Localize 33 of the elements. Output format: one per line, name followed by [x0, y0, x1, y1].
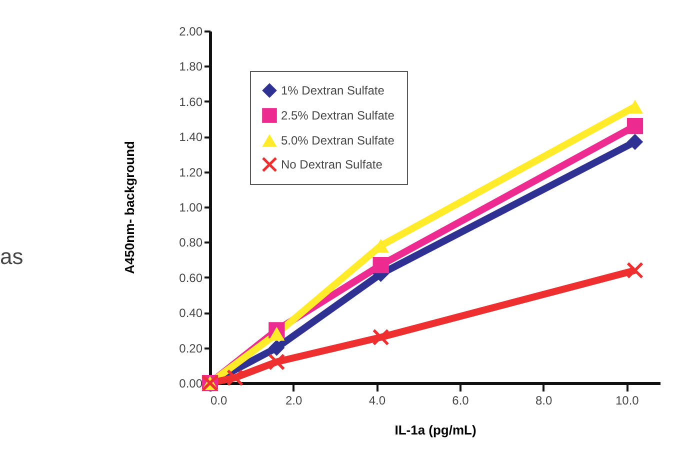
point: [268, 340, 285, 356]
legend-label: 5.0% Dextran Sulfate: [281, 134, 395, 148]
y-tick-label: 0.20: [179, 341, 203, 356]
point: [626, 134, 644, 150]
y-tick-label: 0.40: [179, 306, 203, 320]
x-tick-label: 4.0: [368, 394, 386, 408]
x-tick-label: 0.0: [210, 394, 228, 408]
point: [626, 118, 644, 134]
y-tick-label: 1.40: [179, 130, 203, 144]
y-tick-label: 1.00: [179, 200, 203, 214]
legend-label: 1% Dextran Sulfate: [281, 84, 385, 98]
point: [372, 329, 389, 346]
y-tick-label: 1.60: [179, 94, 203, 109]
y-tick-label: 2.00: [179, 24, 203, 38]
point: [268, 326, 285, 341]
x-tick-label: 8.0: [535, 394, 552, 408]
y-tick-label: 1.20: [179, 165, 203, 180]
x-tick-label: 10.0: [615, 394, 640, 408]
y-tick-label: 0.00: [179, 376, 203, 390]
point: [626, 262, 644, 278]
y-tick-label: 1.80: [179, 60, 203, 74]
point: [226, 370, 244, 386]
x-tick-label: 2.0: [285, 394, 302, 408]
point: [268, 354, 285, 370]
x-axis-title: IL-1a (pg/mL): [394, 422, 476, 438]
point: [372, 257, 389, 274]
y-tick-label: 0.60: [179, 270, 203, 285]
x-tick-label: 6.0: [452, 394, 470, 408]
legend-label: No Dextran Sulfate: [281, 158, 383, 172]
text: as: [0, 244, 24, 269]
legend-label: 2.5% Dextran Sulfate: [281, 108, 395, 122]
y-axis-title: A450nm- background: [122, 140, 138, 274]
y-tick-label: 0.80: [179, 236, 203, 250]
